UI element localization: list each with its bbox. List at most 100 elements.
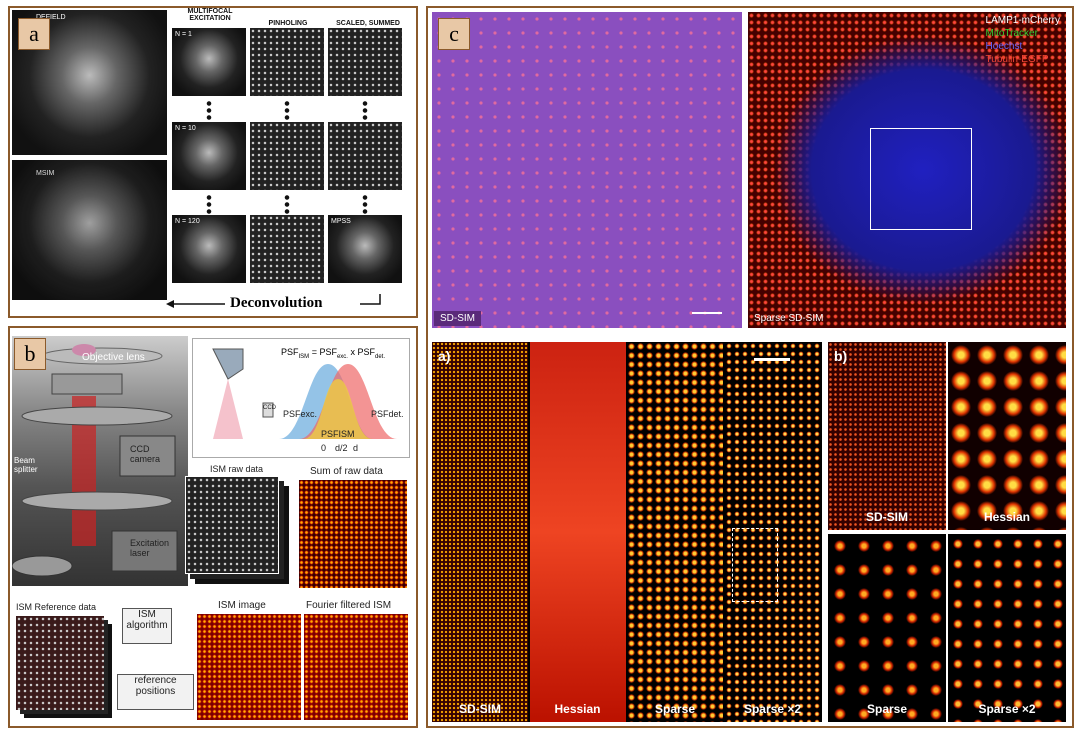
caption: Sparse SD-SIM [754, 313, 824, 324]
thumbnail [328, 28, 402, 96]
thumbnail [250, 122, 324, 190]
label: Objective lens [82, 352, 145, 363]
label: ISM Reference data [16, 602, 97, 612]
psf-diagram: PSFISM = PSFexc. x PSFdet. PSFexc. PSFIS… [192, 338, 410, 458]
row-label: N = 120 [175, 218, 200, 225]
panel-a: DEFIELD MSIM a MULTIFOCAL EXCITATION PIN… [8, 6, 418, 318]
caption: Hessian [554, 702, 601, 716]
legend-entry: MitoTracker [985, 28, 1038, 39]
ccd-label: CCD [263, 405, 276, 411]
panel-c: SD-SIM c Sparse SD-SIM LAMP1-mCherry Mit… [426, 6, 1074, 728]
legend: LAMP1-mCherry MitoTracker Hoechst Tubuli… [986, 14, 1060, 66]
formula-part: ISM [298, 353, 310, 360]
grid-image: Sparse [828, 534, 946, 722]
label: ISM image [218, 600, 266, 611]
scale-bar [754, 358, 790, 361]
curve-label: PSFdet. [371, 409, 404, 419]
positions-box: reference positions [117, 674, 194, 710]
grid-panel: SD-SIM Hessian Sparse Sparse ×2 b) [828, 342, 1066, 722]
formula-part: PSF [281, 347, 299, 357]
sum-image [299, 480, 407, 588]
roi-box [870, 128, 972, 230]
reference-stack [16, 616, 104, 710]
caption: Sparse [866, 702, 908, 716]
strip-image: SD-SIM [432, 342, 528, 722]
formula-part: det. [374, 353, 385, 360]
caption: SD-SIM [434, 311, 481, 326]
thumbnail [328, 122, 402, 190]
panel-label: c [438, 18, 470, 50]
label: MSIM [36, 170, 55, 177]
caption: SD-SIM [459, 702, 501, 716]
algorithm-box: ISM algorithm [122, 608, 172, 644]
strip-image: Sparse ×2 [724, 342, 821, 722]
legend-entry: LAMP1-mCherry [985, 15, 1060, 26]
psf-drawing [212, 348, 397, 439]
label: Excitation laser [130, 538, 170, 558]
panel-b: Objective lens Beam splitter CCD camera … [8, 326, 418, 728]
ellipsis [284, 100, 290, 120]
legend-entry: Hoechst [985, 41, 1023, 52]
fourier-image [304, 614, 408, 720]
ellipsis [362, 100, 368, 120]
ellipsis [362, 194, 368, 214]
sd-sim-image: SD-SIM [432, 12, 742, 328]
thumbnail: N = 10 [172, 122, 246, 190]
thumbnail [250, 215, 324, 283]
caption: SD-SIM [866, 510, 908, 524]
legend-entry: Tubulin-EGFP [985, 54, 1049, 65]
roi-box [732, 528, 778, 602]
ellipsis [206, 100, 212, 120]
caption: Sparse [654, 702, 696, 716]
strip-panel: SD-SIM Hessian Sparse Sparse ×2 a) [432, 342, 822, 722]
grid-image: Hessian [948, 342, 1066, 530]
axis-label: 0 [321, 443, 327, 453]
ellipsis [206, 194, 212, 214]
curve-label: PSFISM [321, 429, 355, 439]
arrow-label: Deconvolution [230, 295, 323, 311]
raw-data-stack [185, 476, 279, 574]
ellipsis [284, 194, 290, 214]
panel-label: a) [438, 348, 451, 364]
formula-part: = PSF [309, 347, 337, 357]
formula: PSFISM = PSFexc. x PSFdet. [281, 347, 385, 360]
grid-image: Sparse ×2 [948, 534, 1066, 722]
label: DEFIELD [36, 14, 66, 21]
column-header: MULTIFOCAL EXCITATION [187, 8, 233, 22]
sparse-sd-sim-image: Sparse SD-SIM LAMP1-mCherry MitoTracker … [748, 12, 1066, 328]
label: Fourier filtered ISM [306, 600, 392, 611]
setup-diagram: Objective lens Beam splitter CCD camera … [12, 336, 188, 586]
msim-image: MSIM [12, 160, 167, 300]
label: Beam splitter [14, 456, 38, 474]
label: ISM raw data [210, 464, 264, 474]
grid-image: SD-SIM [828, 342, 946, 530]
row-label: N = 10 [175, 125, 196, 132]
row-label: N = 1 [175, 31, 192, 38]
panel-label: a [18, 18, 50, 50]
column-header: SCALED, SUMMED [336, 20, 400, 27]
caption: Sparse ×2 [978, 702, 1036, 716]
panel-label: b) [834, 348, 848, 364]
label: CCD camera [130, 444, 161, 464]
label: MPSS [331, 218, 351, 225]
column-header: PINHOLING [268, 20, 308, 27]
caption: Sparse ×2 [743, 702, 802, 716]
strip-image: Sparse [627, 342, 723, 722]
strip-image: Hessian [529, 342, 626, 722]
formula-part: exc. [336, 353, 348, 360]
thumbnail [250, 28, 324, 96]
axis-label: d [353, 443, 359, 453]
label: Sum of raw data [310, 466, 383, 477]
formula-part: x PSF [347, 347, 375, 357]
scale-bar [692, 312, 722, 314]
thumbnail: N = 1 [172, 28, 246, 96]
panel-label: b [14, 338, 46, 370]
curve-label: PSFexc. [283, 409, 318, 419]
setup-drawing [12, 344, 178, 577]
deconvolution-arrow [166, 294, 381, 308]
ism-image [197, 614, 301, 720]
caption: Hessian [983, 510, 1031, 524]
thumbnail: MPSS [328, 215, 402, 283]
axis-label: d/2 [335, 443, 348, 453]
